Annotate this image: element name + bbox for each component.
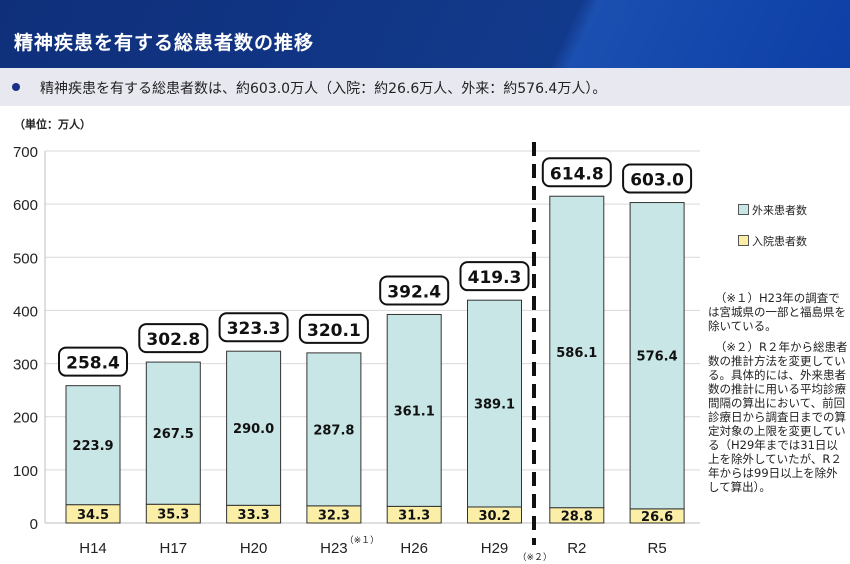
outpatient-bar <box>549 195 605 509</box>
outpatient-value-label: 389.1 <box>474 398 515 413</box>
inpatient-value-label: 33.3 <box>238 508 270 523</box>
x-tick-label: R5 <box>648 540 667 557</box>
y-tick-label: 500 <box>13 250 38 267</box>
outpatient-value-label: 361.1 <box>394 404 435 419</box>
x-tick-label: H20 <box>240 540 268 557</box>
outpatient-bar <box>629 202 685 510</box>
x-tick-label: H26 <box>400 540 428 557</box>
inpatient-value-label: 26.6 <box>641 510 673 525</box>
total-label-box <box>138 323 209 354</box>
total-value-label: 320.1 <box>307 321 361 341</box>
inpatient-value-label: 32.3 <box>318 508 350 523</box>
total-value-label: 603.0 <box>630 171 684 191</box>
page-title: 精神疾患を有する総患者数の推移 <box>14 32 315 54</box>
footnote-1: （※１）H23年の調査では宮城県の一部と福島県を除いている。 <box>708 291 846 333</box>
legend-inpatient: 入院患者数 <box>738 233 807 249</box>
inpatient-value-label: 31.3 <box>398 509 430 524</box>
outpatient-value-label: 267.5 <box>153 427 194 442</box>
inpatient-swatch-icon <box>738 235 749 246</box>
y-tick-label: 700 <box>13 144 38 161</box>
x-tick-label: H14 <box>79 540 107 557</box>
summary-bar: 精神疾患を有する総患者数は、約603.0万人（入院：約26.6万人、外来：約57… <box>0 68 850 106</box>
outpatient-bar <box>467 299 522 508</box>
total-label-box <box>58 346 128 377</box>
outpatient-bar <box>226 350 282 506</box>
inpatient-value-label: 34.5 <box>77 508 109 523</box>
summary-text: 精神疾患を有する総患者数は、約603.0万人（入院：約26.6万人、外来：約57… <box>40 81 607 97</box>
total-label-box <box>459 261 530 292</box>
y-tick-label: 300 <box>13 357 38 374</box>
total-label-box <box>379 275 450 306</box>
total-value-label: 614.8 <box>550 164 604 184</box>
total-value-label: 392.4 <box>387 282 441 302</box>
x-tick-label: R2 <box>567 540 586 557</box>
category-note-label: （※２） <box>518 552 553 563</box>
unit-label: （単位：万人） <box>14 118 91 131</box>
y-tick-label: 100 <box>13 463 38 480</box>
outpatient-bar <box>386 313 442 507</box>
outpatient-value-label: 223.9 <box>72 439 113 454</box>
title-banner: 精神疾患を有する総患者数の推移 <box>0 0 850 68</box>
inpatient-value-label: 35.3 <box>157 508 189 523</box>
x-tick-label: H23 <box>320 540 348 557</box>
bullet-icon <box>12 83 20 91</box>
inpatient-value-label: 30.2 <box>478 509 510 524</box>
inpatient-value-label: 28.8 <box>561 509 593 524</box>
outpatient-value-label: 586.1 <box>556 346 597 361</box>
x-tick-label: H29 <box>481 540 509 557</box>
y-tick-label: 600 <box>13 197 38 214</box>
y-tick-label: 200 <box>13 410 38 427</box>
total-label-box <box>541 157 612 188</box>
legend-outpatient-label: 外来患者数 <box>752 204 807 217</box>
total-value-label: 323.3 <box>227 319 281 339</box>
y-tick-label: 400 <box>13 303 38 320</box>
footnote-2: （※２）R２年から総患者数の推計方法を変更している。具体的には、外来患者数の推計… <box>708 340 848 494</box>
outpatient-swatch-icon <box>738 204 749 215</box>
total-value-label: 419.3 <box>468 268 522 288</box>
category-note-label: （※１） <box>345 535 380 546</box>
total-value-label: 302.8 <box>146 330 200 350</box>
outpatient-bar <box>65 385 121 506</box>
total-label-box <box>298 313 369 344</box>
outpatient-bar <box>306 352 362 507</box>
outpatient-value-label: 287.8 <box>313 423 354 438</box>
legend-inpatient-label: 入院患者数 <box>752 235 807 248</box>
x-tick-label: H17 <box>160 540 188 557</box>
total-label-box <box>218 312 289 343</box>
total-value-label: 258.4 <box>66 354 120 374</box>
total-label-box <box>622 163 693 194</box>
outpatient-value-label: 290.0 <box>233 422 274 437</box>
outpatient-bar <box>145 361 201 505</box>
outpatient-value-label: 576.4 <box>637 350 678 365</box>
y-tick-label: 0 <box>30 516 38 533</box>
legend-outpatient: 外来患者数 <box>738 202 807 218</box>
